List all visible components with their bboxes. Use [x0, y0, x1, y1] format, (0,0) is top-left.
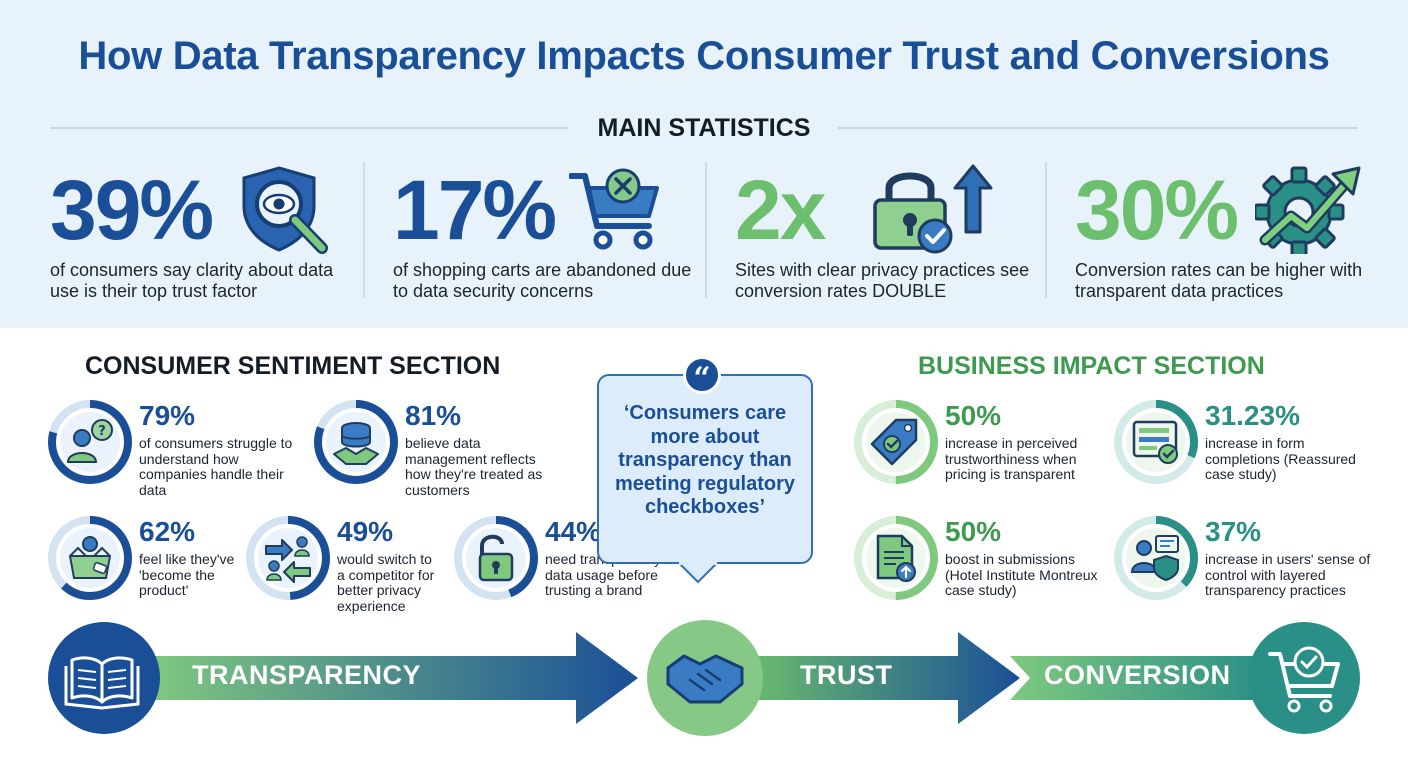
- top-band: [0, 0, 1408, 328]
- divider: [705, 162, 707, 298]
- flow-step-conversion: CONVERSION: [1044, 660, 1231, 690]
- sentiment-value: 44%: [545, 516, 602, 547]
- flow-diagram: [48, 620, 1360, 736]
- impact-item: 37% increase in users' sense of control …: [1112, 514, 1382, 614]
- sentiment-value: 79%: [139, 400, 196, 431]
- sentiment-item: 62% feel like they've 'become the produc…: [46, 514, 246, 614]
- sentiment-description: would switch to a competitor for better …: [337, 551, 435, 614]
- stat-card: 2x Sites with clear privacy practices se…: [735, 160, 1055, 310]
- impact-item: 50% boost in submissions (Hotel Institut…: [852, 514, 1122, 614]
- quote-icon: “: [683, 356, 721, 396]
- quote-bubble-tail: [677, 562, 719, 584]
- impact-description: boost in submissions (Hotel Institute Mo…: [945, 551, 1098, 598]
- stat-card: 17% of shopping carts are abandoned due …: [393, 160, 713, 310]
- lock-arrow-up-icon: [873, 164, 993, 254]
- sentiment-value: 81%: [405, 400, 462, 431]
- impact-description: increase in perceived trustworthiness wh…: [945, 435, 1078, 482]
- quote-bubble: ‘Consumers care more about transparency …: [597, 374, 813, 564]
- sentiment-item: 49% would switch to a competitor for bet…: [244, 514, 444, 614]
- flow-step-transparency: TRANSPARENCY: [192, 660, 422, 690]
- stat-value: 17%: [393, 163, 557, 257]
- flow-step-trust: TRUST: [800, 660, 893, 690]
- divider: [50, 127, 568, 129]
- stat-description: Conversion rates can be higher with tran…: [1075, 260, 1363, 301]
- sentiment-description: of consumers struggle to understand how …: [139, 435, 293, 498]
- sentiment-value: 62%: [139, 516, 196, 547]
- sentiment-description: feel like they've 'become the product': [139, 551, 235, 598]
- sentiment-item: 44% need transparency about data usage b…: [452, 514, 712, 614]
- flow-arrow: [1010, 656, 1262, 700]
- flow-arrow: [150, 632, 638, 724]
- sentiment-item: 81% believe data management reflects how…: [312, 398, 572, 498]
- divider: [838, 127, 1358, 129]
- divider: [363, 162, 365, 298]
- handshake-icon: [647, 620, 763, 736]
- switch-arrows-icon: [265, 536, 311, 583]
- stat-description: of consumers say clarity about data use …: [50, 260, 334, 301]
- sentiment-item: ? 79% of consumers struggle to understan…: [46, 398, 306, 498]
- price-tag-check-icon: [870, 418, 918, 466]
- impact-value: 50%: [945, 516, 1002, 547]
- person-question-icon: ?: [66, 419, 113, 463]
- stat-value: 2x: [735, 163, 826, 257]
- impact-description: increase in users' sense of control with…: [1205, 551, 1371, 598]
- impact-value: 50%: [945, 400, 1002, 431]
- page-title: How Data Transparency Impacts Consumer T…: [78, 34, 1330, 78]
- main-statistics-heading: MAIN STATISTICS: [597, 114, 811, 142]
- stat-card: 30% Conversion rates can be higher with …: [1075, 160, 1395, 310]
- impact-item: 31.23% increase in form completions (Rea…: [1112, 398, 1382, 498]
- unlocked-padlock-icon: [478, 534, 514, 582]
- database-handshake-icon: [333, 422, 379, 465]
- stat-description: of shopping carts are abandoned due to d…: [393, 260, 692, 301]
- shield-eye-magnifier-icon: [242, 166, 328, 254]
- cart-check-icon: [1248, 622, 1360, 734]
- cart-x-icon: [569, 168, 659, 250]
- form-check-icon: [1132, 420, 1178, 464]
- business-impact-heading: BUSINESS IMPACT SECTION: [918, 352, 1265, 380]
- sentiment-description: believe data management reflects how the…: [405, 435, 543, 498]
- impact-description: increase in form completions (Reassured …: [1205, 435, 1356, 482]
- sentiment-value: 49%: [337, 516, 394, 547]
- person-in-box-icon: [69, 536, 111, 579]
- stat-description: Sites with clear privacy practices see c…: [735, 260, 1030, 301]
- quote-text: ‘Consumers care more about transparency …: [614, 402, 796, 518]
- gear-growth-arrow-icon: [1255, 166, 1361, 254]
- person-shield-icon: [1130, 535, 1179, 582]
- stat-card: 39% of consumers say clarity about data …: [50, 160, 370, 310]
- svg-text:?: ?: [98, 424, 106, 439]
- impact-value: 31.23%: [1205, 400, 1300, 431]
- flow-arrow: [742, 632, 1020, 724]
- consumer-sentiment-heading: CONSUMER SENTIMENT SECTION: [85, 352, 501, 380]
- stat-value: 30%: [1075, 163, 1239, 257]
- document-upload-icon: [876, 534, 916, 582]
- main-statistics-header: MAIN STATISTICS: [50, 114, 1358, 142]
- impact-value: 37%: [1205, 516, 1262, 547]
- open-book-icon: [48, 622, 160, 734]
- divider: [1045, 162, 1047, 298]
- impact-item: 50% increase in perceived trustworthines…: [852, 398, 1112, 498]
- stat-value: 39%: [50, 163, 214, 257]
